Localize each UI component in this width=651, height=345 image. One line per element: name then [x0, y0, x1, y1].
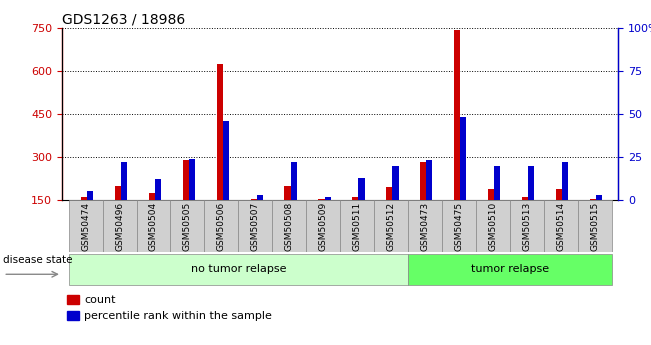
Bar: [359, 178, 365, 200]
Text: GSM50506: GSM50506: [217, 201, 226, 251]
Text: GSM50513: GSM50513: [522, 201, 531, 251]
Bar: [528, 166, 534, 200]
FancyBboxPatch shape: [204, 200, 238, 252]
Bar: [494, 166, 501, 200]
Bar: [87, 191, 93, 200]
Bar: [155, 179, 161, 200]
FancyBboxPatch shape: [408, 254, 612, 285]
Bar: [454, 30, 460, 243]
Bar: [148, 193, 155, 243]
Text: no tumor relapse: no tumor relapse: [191, 264, 286, 274]
FancyBboxPatch shape: [306, 200, 340, 252]
FancyBboxPatch shape: [476, 200, 510, 252]
Bar: [556, 189, 562, 243]
FancyBboxPatch shape: [374, 200, 408, 252]
FancyBboxPatch shape: [442, 200, 476, 252]
Text: GSM50509: GSM50509: [319, 201, 327, 251]
Bar: [562, 162, 568, 200]
Text: GSM50508: GSM50508: [284, 201, 294, 251]
Bar: [522, 197, 528, 243]
FancyBboxPatch shape: [137, 200, 171, 252]
Text: GSM50504: GSM50504: [149, 201, 158, 251]
Bar: [251, 199, 256, 243]
Bar: [121, 162, 127, 200]
Bar: [460, 117, 466, 200]
Bar: [217, 63, 223, 243]
Text: GSM50515: GSM50515: [590, 201, 599, 251]
Bar: [596, 195, 602, 200]
FancyBboxPatch shape: [272, 200, 306, 252]
Bar: [189, 159, 195, 200]
Text: GSM50510: GSM50510: [488, 201, 497, 251]
Text: GSM50507: GSM50507: [251, 201, 260, 251]
Bar: [223, 121, 229, 200]
Bar: [115, 186, 121, 243]
Bar: [386, 187, 393, 243]
Bar: [590, 199, 596, 243]
Text: GSM50514: GSM50514: [556, 201, 565, 251]
FancyBboxPatch shape: [68, 200, 103, 252]
Bar: [81, 197, 87, 243]
Text: disease state: disease state: [3, 256, 73, 265]
FancyBboxPatch shape: [340, 200, 374, 252]
FancyBboxPatch shape: [510, 200, 544, 252]
Bar: [426, 160, 432, 200]
FancyBboxPatch shape: [68, 254, 408, 285]
Bar: [183, 160, 189, 243]
Bar: [325, 197, 331, 200]
Legend: count, percentile rank within the sample: count, percentile rank within the sample: [68, 295, 272, 321]
Bar: [256, 195, 263, 200]
Text: GDS1263 / 18986: GDS1263 / 18986: [62, 12, 185, 27]
Text: GSM50474: GSM50474: [81, 201, 90, 251]
FancyBboxPatch shape: [238, 200, 272, 252]
Bar: [290, 162, 297, 200]
Bar: [318, 199, 325, 243]
Text: GSM50512: GSM50512: [387, 201, 396, 251]
Bar: [352, 197, 359, 243]
FancyBboxPatch shape: [171, 200, 204, 252]
FancyBboxPatch shape: [544, 200, 577, 252]
FancyBboxPatch shape: [408, 200, 442, 252]
FancyBboxPatch shape: [577, 200, 612, 252]
Text: GSM50505: GSM50505: [183, 201, 192, 251]
Bar: [284, 186, 290, 243]
Text: GSM50511: GSM50511: [353, 201, 361, 251]
Text: GSM50496: GSM50496: [115, 201, 124, 251]
Bar: [393, 166, 398, 200]
Text: GSM50473: GSM50473: [421, 201, 430, 251]
Text: tumor relapse: tumor relapse: [471, 264, 549, 274]
Bar: [421, 162, 426, 243]
Text: GSM50475: GSM50475: [454, 201, 464, 251]
FancyBboxPatch shape: [103, 200, 137, 252]
Bar: [488, 189, 494, 243]
